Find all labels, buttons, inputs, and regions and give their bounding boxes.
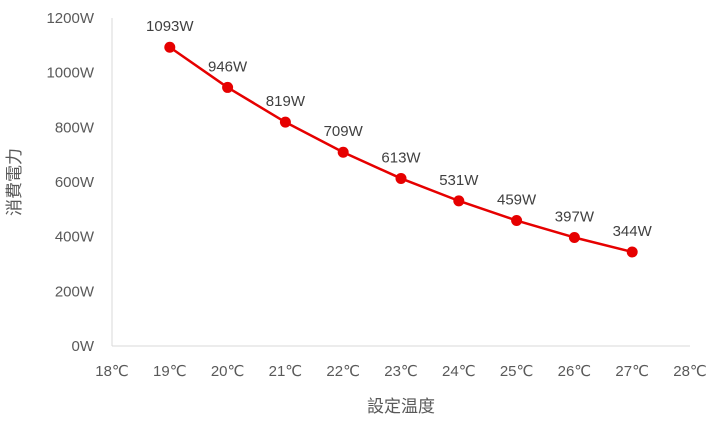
data-point-marker	[222, 81, 234, 93]
x-tick-label: 19℃	[153, 363, 187, 380]
x-tick-label: 27℃	[615, 363, 649, 380]
y-tick-label: 600W	[55, 174, 95, 191]
data-label: 946W	[208, 58, 248, 75]
x-axis-title: 設定温度	[367, 397, 435, 416]
y-tick-label: 800W	[55, 119, 95, 136]
y-tick-label: 1200W	[46, 10, 94, 27]
x-tick-label: 20℃	[211, 363, 245, 380]
data-label: 613W	[381, 149, 421, 166]
y-tick-label: 200W	[55, 283, 95, 300]
y-tick-label: 1000W	[46, 65, 94, 82]
data-label: 459W	[497, 192, 537, 209]
x-tick-label: 28℃	[673, 363, 707, 380]
x-tick-labels: 18℃ 19℃ 20℃ 21℃ 22℃ 23℃ 24℃ 25℃ 26℃ 27℃ 28℃	[95, 363, 707, 380]
data-label: 1093W	[146, 18, 194, 35]
x-tick-label: 23℃	[384, 363, 418, 380]
series-layer	[164, 41, 638, 258]
y-axis-title: 消費電力	[5, 148, 24, 216]
data-point-marker	[164, 41, 176, 53]
y-tick-labels: 0W 200W 400W 600W 800W 1000W 1200W	[46, 10, 94, 355]
data-label: 819W	[266, 93, 306, 110]
x-tick-label: 22℃	[326, 363, 360, 380]
data-labels: 1093W 946W 819W 709W 613W 531W 459W 397W 344W	[146, 18, 653, 240]
y-tick-label: 0W	[72, 338, 95, 355]
data-label: 397W	[555, 208, 595, 225]
x-tick-label: 25℃	[500, 363, 534, 380]
data-label: 531W	[439, 172, 479, 189]
data-label: 344W	[613, 223, 653, 240]
y-tick-label: 400W	[55, 229, 95, 246]
data-point-marker	[395, 172, 407, 184]
data-point-marker	[453, 195, 465, 207]
x-tick-label: 18℃	[95, 363, 129, 380]
data-point-marker	[337, 146, 349, 158]
data-point-marker	[511, 215, 523, 227]
data-point-marker	[279, 116, 291, 128]
data-point-marker	[626, 246, 638, 258]
data-label: 709W	[324, 123, 364, 140]
x-tick-label: 26℃	[558, 363, 592, 380]
x-tick-label: 21℃	[269, 363, 303, 380]
axes	[111, 18, 690, 347]
x-tick-label: 24℃	[442, 363, 476, 380]
data-point-marker	[568, 231, 580, 243]
